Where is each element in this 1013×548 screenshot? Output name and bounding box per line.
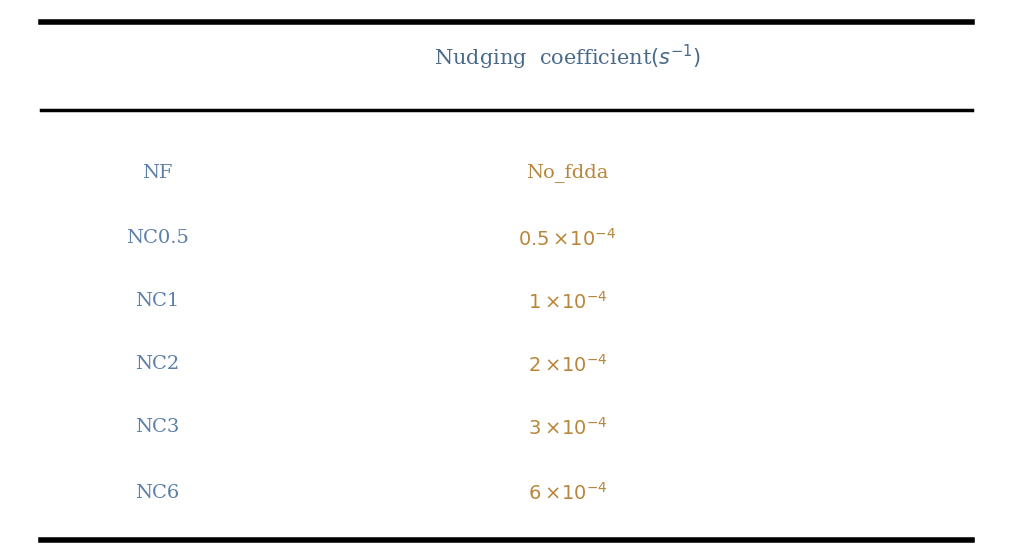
Text: $6\times\!10^{-4}$: $6\times\!10^{-4}$ — [528, 482, 607, 504]
Text: $1\times\!10^{-4}$: $1\times\!10^{-4}$ — [528, 290, 607, 312]
Text: $3\times\!10^{-4}$: $3\times\!10^{-4}$ — [528, 416, 607, 438]
Text: NF: NF — [142, 164, 172, 181]
Text: No_fdda: No_fdda — [526, 163, 609, 182]
Text: NC0.5: NC0.5 — [126, 230, 188, 247]
Text: $0.5\times\!10^{-4}$: $0.5\times\!10^{-4}$ — [519, 227, 616, 249]
Text: NC3: NC3 — [135, 419, 179, 436]
Text: NC6: NC6 — [135, 484, 179, 502]
Text: NC1: NC1 — [135, 293, 179, 310]
Text: Nudging  coefficient$(s^{-1})$: Nudging coefficient$(s^{-1})$ — [434, 43, 701, 72]
Text: NC2: NC2 — [135, 356, 179, 373]
Text: $2\times\!10^{-4}$: $2\times\!10^{-4}$ — [528, 353, 607, 375]
